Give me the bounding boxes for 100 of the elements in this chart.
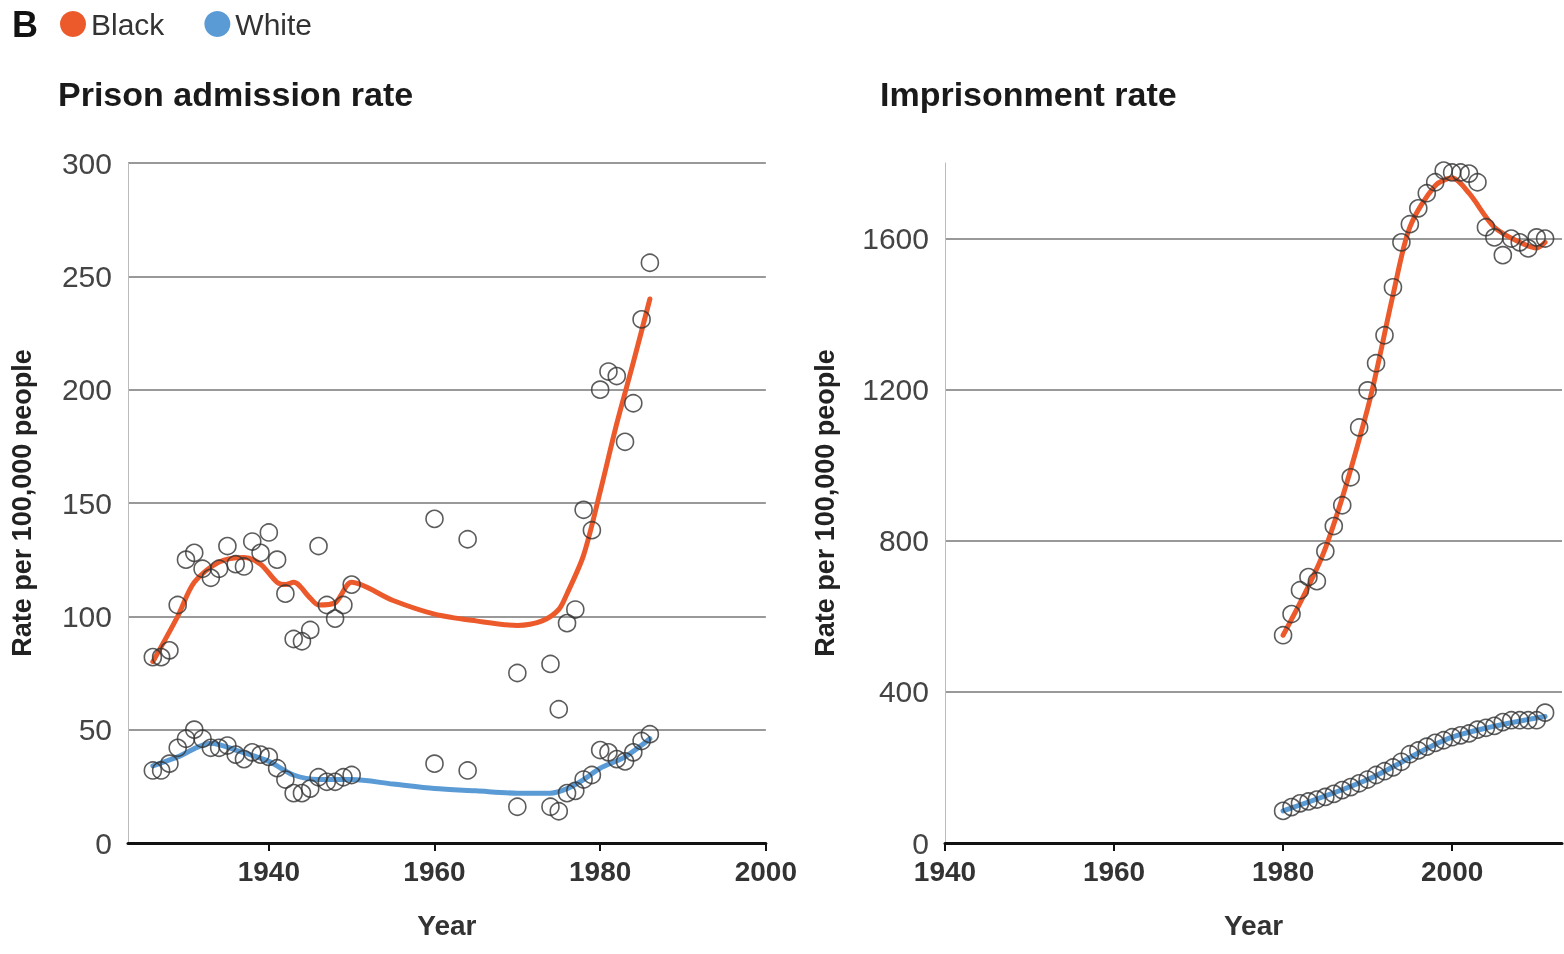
- point: [151, 761, 171, 780]
- point: [1349, 774, 1369, 793]
- point: [458, 761, 477, 780]
- point: [557, 613, 577, 633]
- point: [242, 532, 262, 551]
- point: [1476, 718, 1496, 738]
- y-tick-label: 50: [78, 713, 112, 747]
- point: [300, 620, 320, 640]
- point: [458, 529, 477, 549]
- y-tick-label: 150: [61, 486, 112, 520]
- point: [582, 765, 602, 785]
- point: [1459, 724, 1479, 743]
- point: [566, 781, 585, 801]
- point: [632, 310, 651, 329]
- y-tick-label: 100: [61, 599, 112, 633]
- point: [590, 740, 610, 760]
- point: [1535, 703, 1555, 722]
- point: [1425, 733, 1445, 753]
- x-tick-label: 1960: [1082, 855, 1146, 887]
- chart-title: Prison admission rate: [58, 75, 414, 113]
- point: [1366, 765, 1386, 785]
- point: [1527, 228, 1546, 247]
- point: [1409, 199, 1428, 218]
- text: B: [12, 3, 38, 45]
- point: [615, 432, 635, 452]
- x-tick-label: 2000: [1420, 855, 1484, 887]
- point: [218, 536, 237, 556]
- point: [160, 754, 179, 773]
- point: [632, 731, 651, 751]
- point: [334, 595, 353, 615]
- point: [1282, 797, 1301, 817]
- point: [226, 554, 245, 574]
- point: [209, 738, 229, 758]
- x-tick-label: 2000: [734, 855, 797, 887]
- point: [176, 729, 196, 749]
- point: [557, 783, 577, 803]
- point: [1375, 325, 1394, 345]
- point: [1409, 741, 1428, 760]
- point: [1324, 516, 1344, 536]
- y-tick-label: 300: [61, 146, 112, 180]
- point: [1290, 794, 1310, 813]
- point: [566, 600, 585, 619]
- point: [259, 747, 279, 767]
- point: [1468, 172, 1487, 192]
- point: [1442, 163, 1462, 182]
- point: [1510, 710, 1530, 730]
- point: [1282, 604, 1301, 624]
- point: [276, 770, 295, 789]
- point: [267, 550, 287, 569]
- point: [1383, 277, 1403, 297]
- point: [549, 801, 569, 821]
- point: [168, 595, 187, 615]
- point: [1383, 758, 1403, 777]
- point: [160, 641, 179, 660]
- point: [1476, 217, 1496, 237]
- point: [1510, 233, 1530, 252]
- point: [184, 720, 204, 739]
- chart-title: Imprisonment rate: [880, 75, 1177, 113]
- point: [599, 362, 618, 381]
- point: [226, 745, 245, 764]
- point: [1502, 710, 1521, 730]
- point: [1307, 790, 1327, 809]
- point: [284, 629, 303, 649]
- point: [151, 647, 171, 667]
- point: [1392, 233, 1411, 252]
- point: [425, 509, 444, 529]
- x-tick-label: 1960: [403, 855, 466, 887]
- point: [1493, 712, 1513, 732]
- point: [267, 758, 287, 778]
- point: [184, 543, 204, 563]
- point: [1518, 710, 1538, 730]
- point: [1299, 792, 1318, 811]
- point: [1451, 726, 1470, 745]
- point: [1290, 580, 1310, 600]
- point: [234, 749, 254, 769]
- y-tick-label: 1600: [862, 222, 929, 256]
- point: [193, 729, 212, 749]
- point: [1332, 495, 1352, 515]
- point: [325, 609, 345, 628]
- y-tick-label: 1200: [862, 373, 929, 407]
- point: [1273, 801, 1293, 821]
- point: [1502, 229, 1521, 248]
- x-axis-title: Year: [1223, 909, 1284, 941]
- point: [168, 738, 187, 758]
- point: [1400, 214, 1420, 234]
- point: [309, 536, 328, 556]
- point: [317, 595, 337, 615]
- point: [292, 783, 312, 803]
- point: [1485, 716, 1504, 736]
- point: [541, 797, 560, 817]
- point: [1434, 730, 1453, 750]
- legend-label: White: [235, 7, 313, 41]
- point: [574, 770, 593, 789]
- point: [209, 559, 229, 579]
- point: [176, 550, 196, 569]
- point: [425, 754, 444, 773]
- point: [309, 767, 328, 787]
- point: [607, 749, 627, 769]
- point: [201, 568, 221, 588]
- y-tick-label: 250: [61, 259, 112, 293]
